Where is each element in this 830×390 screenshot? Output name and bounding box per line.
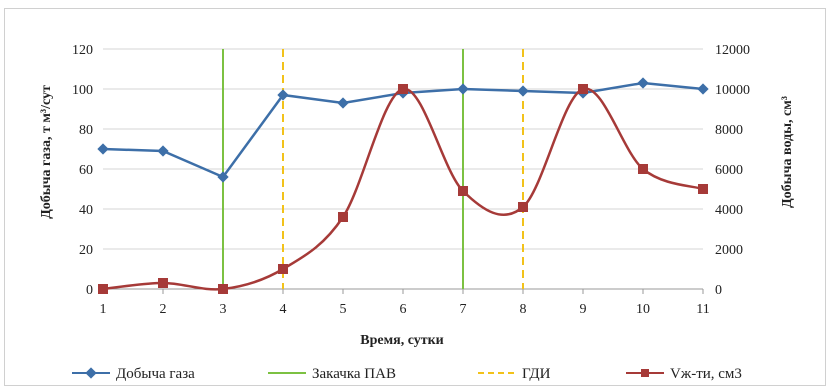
y-axis-title-right: Добыча воды, см³ xyxy=(780,96,795,208)
liquid-data-point xyxy=(158,278,168,288)
liquid-data-point xyxy=(398,84,408,94)
y-axis-title-left: Добыча газа, т м³/сут xyxy=(39,85,54,219)
x-tick-label: 10 xyxy=(636,302,650,317)
y-tick-label-left: 120 xyxy=(72,43,93,58)
legend-gas-label: Добыча газа xyxy=(116,366,195,382)
legend-item-gas: Добыча газа xyxy=(72,366,195,382)
liquid-data-point xyxy=(278,264,288,274)
gas-data-point xyxy=(97,143,109,155)
legend-gdi-label: ГДИ xyxy=(522,366,551,382)
x-tick-label: 1 xyxy=(100,302,107,317)
legend-item-liquid: Vж-ти, см3 xyxy=(626,366,742,382)
y-tick-label-left: 80 xyxy=(79,123,93,138)
legend-liquid-label: Vж-ти, см3 xyxy=(670,366,742,382)
liquid-data-point xyxy=(698,184,708,194)
gas-data-point xyxy=(697,83,709,95)
liquid-data-point xyxy=(638,164,648,174)
gas-data-point xyxy=(157,145,169,157)
gas-data-point xyxy=(457,83,469,95)
liquid-data-point xyxy=(578,84,588,94)
y-tick-label-right: 8000 xyxy=(715,123,743,138)
chart-frame xyxy=(4,8,826,386)
liquid-data-point xyxy=(458,186,468,196)
x-tick-label: 11 xyxy=(696,302,709,317)
y-tick-label-left: 20 xyxy=(79,243,93,258)
liquid-data-point xyxy=(98,284,108,294)
y-tick-label-left: 100 xyxy=(72,83,93,98)
x-axis-title: Время, сутки xyxy=(360,333,444,348)
y-tick-label-right: 12000 xyxy=(715,43,750,58)
y-tick-label-left: 60 xyxy=(79,163,93,178)
y-tick-label-right: 0 xyxy=(715,283,722,298)
gas-data-point xyxy=(517,85,529,97)
x-tick-label: 5 xyxy=(340,302,347,317)
y-tick-label-left: 0 xyxy=(86,283,93,298)
liquid-data-point xyxy=(518,202,528,212)
y-tick-label-left: 40 xyxy=(79,203,93,218)
liquid-data-point xyxy=(338,212,348,222)
x-tick-label: 8 xyxy=(520,302,527,317)
liquid-data-point xyxy=(218,284,228,294)
series-line xyxy=(102,87,704,291)
legend-gas-marker xyxy=(85,367,97,379)
x-tick-label: 9 xyxy=(580,302,587,317)
x-tick-label: 2 xyxy=(160,302,167,317)
y-tick-label-right: 6000 xyxy=(715,163,743,178)
gas-data-point xyxy=(217,171,229,183)
y-tick-label-right: 4000 xyxy=(715,203,743,218)
x-tick-label: 4 xyxy=(280,302,287,317)
legend-liquid-marker xyxy=(641,369,649,377)
y-tick-label-right: 2000 xyxy=(715,243,743,258)
legend-item-surfactant: Закачка ПАВ xyxy=(268,366,396,382)
gas-data-point xyxy=(337,97,349,109)
series-layer xyxy=(97,77,709,294)
legend: Добыча газа Закачка ПАВ ГДИ Vж-ти, см3 xyxy=(72,366,742,382)
x-tick-label: 6 xyxy=(400,302,407,317)
x-tick-label: 7 xyxy=(460,302,467,317)
x-tick-label: 3 xyxy=(220,302,227,317)
tick-labels: 0 20 40 60 80 100 120 0 2000 4000 6000 8000 10000 120… xyxy=(72,43,750,317)
y-tick-label-right: 10000 xyxy=(715,83,750,98)
legend-item-gdi: ГДИ xyxy=(478,366,551,382)
gas-data-point xyxy=(637,77,649,89)
legend-surfactant-label: Закачка ПАВ xyxy=(312,366,396,382)
